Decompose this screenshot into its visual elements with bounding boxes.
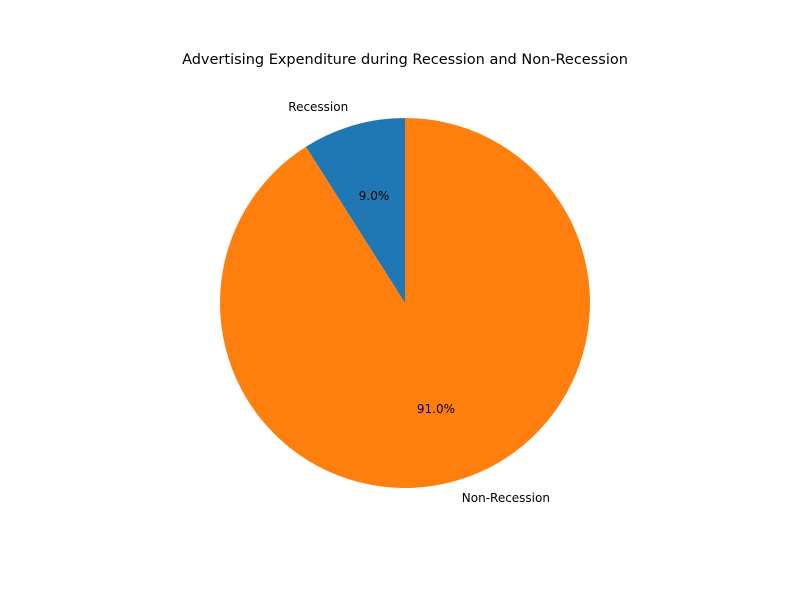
pie-slices (219, 118, 590, 488)
pie-slice-recession (305, 118, 405, 303)
pie-slice-non-recession (219, 118, 590, 488)
chart-title: Advertising Expenditure during Recession… (182, 52, 628, 68)
slice-percentage-label: 9.0% (359, 189, 390, 203)
slice-percentage-label: 91.0% (417, 402, 455, 416)
slice-label: Recession (288, 100, 348, 114)
pie-labels: Recession 9.0% Non-Recession 91.0% (288, 100, 550, 505)
slice-label: Non-Recession (462, 491, 550, 505)
